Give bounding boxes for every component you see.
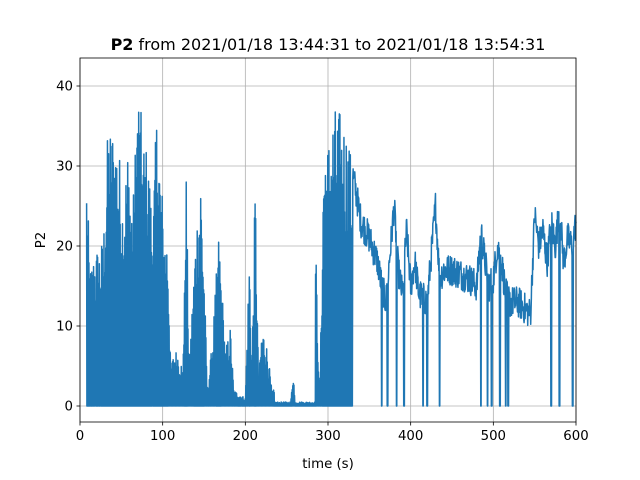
x-axis-label: time (s) xyxy=(302,457,354,472)
y-tick-label: 0 xyxy=(65,400,73,415)
title-rest: from 2021/01/18 13:44:31 to 2021/01/18 1… xyxy=(133,35,545,54)
x-tick-label: 500 xyxy=(481,429,506,444)
plot-area xyxy=(85,111,577,407)
x-tick-label: 300 xyxy=(315,429,340,444)
ticks: 0 100 200 300 400 500 600 0 10 20 30 40 xyxy=(56,80,589,445)
y-axis-label: P2 xyxy=(34,232,49,248)
title-bold: P2 xyxy=(111,35,134,54)
y-tick-label: 20 xyxy=(56,240,73,255)
x-tick-label: 0 xyxy=(76,429,84,444)
y-tick-label: 40 xyxy=(56,80,73,95)
x-tick-label: 100 xyxy=(150,429,175,444)
y-tick-label: 10 xyxy=(56,320,73,335)
x-tick-label: 600 xyxy=(563,429,588,444)
chart-title: P2 from 2021/01/18 13:44:31 to 2021/01/1… xyxy=(111,35,546,54)
x-tick-label: 200 xyxy=(233,429,258,444)
x-tick-label: 400 xyxy=(398,429,423,444)
series-line xyxy=(85,111,577,407)
y-tick-label: 30 xyxy=(56,160,73,175)
